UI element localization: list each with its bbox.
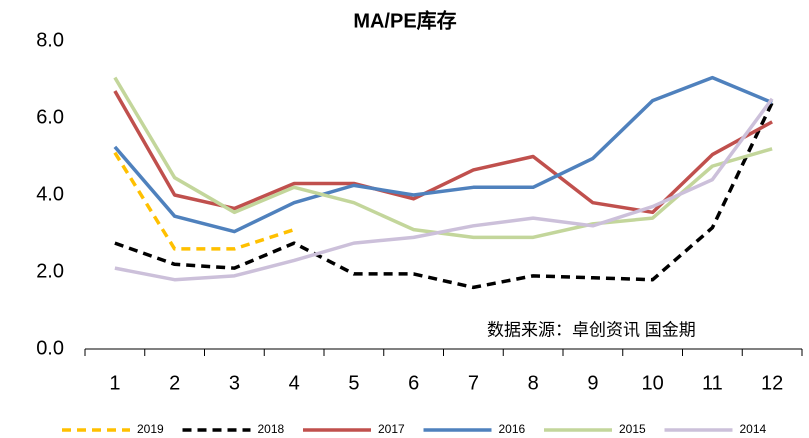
y-tick-label: 2.0	[36, 260, 64, 282]
legend-label: 2018	[258, 422, 285, 436]
y-tick-label: 0.0	[36, 337, 64, 359]
y-tick-label: 6.0	[36, 106, 64, 128]
x-tick-label: 10	[642, 372, 664, 394]
x-tick-label: 1	[109, 372, 120, 394]
annotation: 数据来源：卓创资讯 国金期	[487, 320, 696, 339]
chart-title: MA/PE库存	[353, 8, 456, 32]
x-tick-label: 9	[587, 372, 598, 394]
x-tick-label: 12	[761, 372, 783, 394]
y-tick-label: 8.0	[36, 29, 64, 51]
x-tick-label: 5	[348, 372, 359, 394]
x-tick-label: 8	[528, 372, 539, 394]
x-tick-label: 4	[289, 372, 300, 394]
line-series	[114, 97, 774, 282]
legend-label: 2016	[499, 422, 526, 436]
x-tick-label: 7	[468, 372, 479, 394]
x-tick-label: 6	[408, 372, 419, 394]
line-series	[113, 75, 773, 234]
y-tick-label: 4.0	[36, 183, 64, 205]
legend-label: 2017	[378, 422, 405, 436]
line-series	[113, 90, 773, 215]
x-tick-label: 3	[229, 372, 240, 394]
line-series	[114, 101, 774, 290]
x-tick-label: 11	[702, 372, 723, 394]
legend-label: 2019	[137, 422, 164, 436]
legend-label: 2015	[619, 422, 646, 436]
legend-label: 2014	[740, 422, 767, 436]
line-series	[113, 151, 295, 251]
x-tick-label: 2	[169, 372, 180, 394]
line-series	[113, 76, 773, 240]
